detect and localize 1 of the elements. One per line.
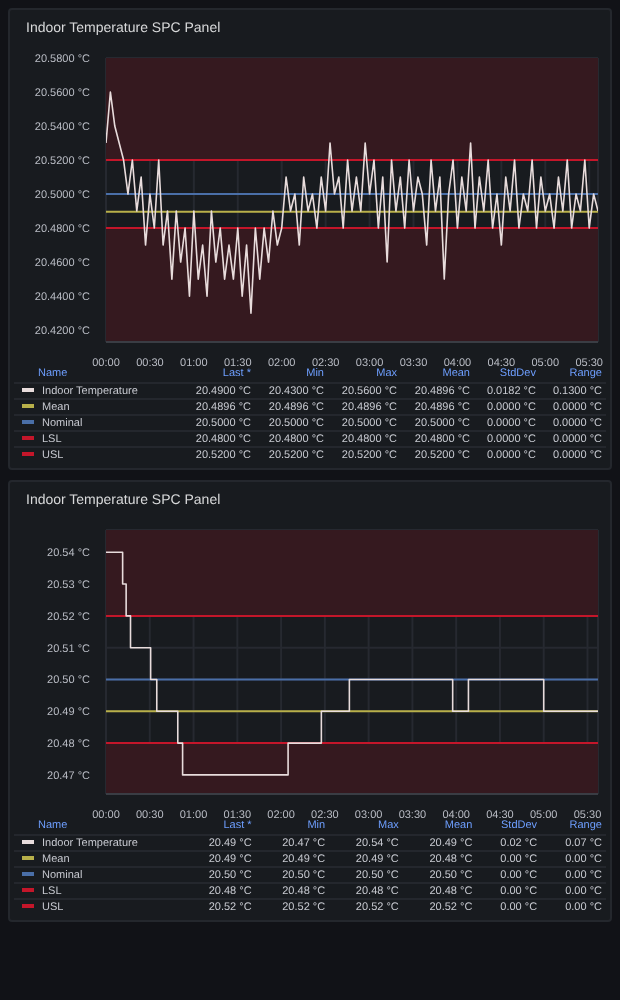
- line-series: [106, 91, 598, 314]
